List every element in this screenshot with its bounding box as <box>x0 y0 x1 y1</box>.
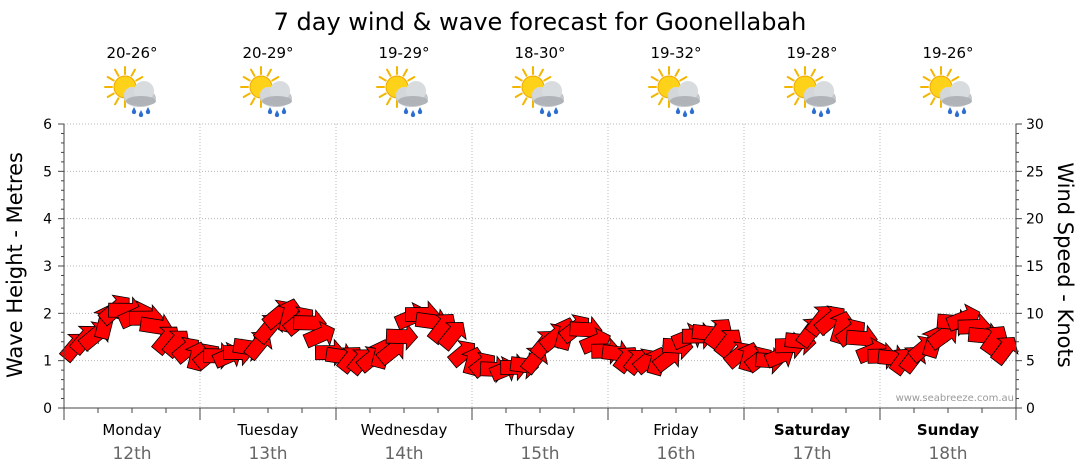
day-date: 17th <box>792 444 831 464</box>
partly-cloudy-showers-icon <box>240 66 292 118</box>
day-temperature: 19-26° <box>922 44 973 62</box>
tick-label-right: 0 <box>1026 401 1035 417</box>
wave-arrow <box>302 320 336 349</box>
temperature-row: 20-26° 20-29° 19-29° 18-30° 19-32° 19-28° 19-2… <box>106 44 973 62</box>
day-temperature: 19-28° <box>786 44 837 62</box>
partly-cloudy-showers-icon <box>784 66 836 118</box>
day-temperature: 19-32° <box>650 44 701 62</box>
day-date: 12th <box>112 444 151 464</box>
tick-label-left: 3 <box>43 259 52 275</box>
partly-cloudy-showers-icon <box>920 66 972 118</box>
right-axis-title: Wind Speed - Knots <box>1053 162 1077 367</box>
axes: 0 1 2 3 4 5 6 0 5 10 15 20 25 30 <box>43 117 1044 420</box>
grid <box>64 123 1016 408</box>
day-name: Friday <box>653 421 699 439</box>
day-temperature: 20-29° <box>242 44 293 62</box>
chart-title: 7 day wind & wave forecast for Goonellab… <box>274 8 807 36</box>
day-name: Tuesday <box>236 421 298 439</box>
weather-icons <box>104 66 972 118</box>
day-name: Monday <box>102 421 161 439</box>
tick-label-left: 1 <box>43 354 52 370</box>
day-date: 15th <box>520 444 559 464</box>
tick-label-right: 10 <box>1026 306 1044 322</box>
partly-cloudy-showers-icon <box>104 66 156 118</box>
day-name: Wednesday <box>361 421 448 439</box>
tick-label-left: 5 <box>43 164 52 180</box>
day-name: Thursday <box>504 421 575 439</box>
wave-arrow <box>385 322 419 351</box>
tick-label-right: 30 <box>1026 117 1044 133</box>
day-temperature: 18-30° <box>514 44 565 62</box>
day-date: 18th <box>928 444 967 464</box>
day-date: 14th <box>384 444 423 464</box>
tick-label-right: 5 <box>1026 354 1035 370</box>
partly-cloudy-showers-icon <box>512 66 564 118</box>
tick-label-right: 15 <box>1026 259 1044 275</box>
wave-arrows <box>58 294 1019 384</box>
tick-label-right: 20 <box>1026 212 1044 228</box>
day-date: 13th <box>248 444 287 464</box>
partly-cloudy-showers-icon <box>376 66 428 118</box>
tick-label-left: 6 <box>43 117 52 133</box>
partly-cloudy-showers-icon <box>648 66 700 118</box>
day-name: Sunday <box>917 421 980 439</box>
day-temperature: 19-29° <box>378 44 429 62</box>
day-labels: Monday 12th Tuesday 13th Wednesday 14th Thursd… <box>102 421 979 464</box>
day-name: Saturday <box>774 421 851 439</box>
day-temperature: 20-26° <box>106 44 157 62</box>
left-axis-title: Wave Height - Metres <box>3 152 27 378</box>
tick-label-left: 0 <box>43 401 52 417</box>
wave-arrow <box>437 322 467 352</box>
tick-label-left: 2 <box>43 306 52 322</box>
watermark: www.seabreeze.com.au <box>896 393 1014 404</box>
tick-label-left: 4 <box>43 212 52 228</box>
tick-label-right: 25 <box>1026 164 1044 180</box>
day-date: 16th <box>656 444 695 464</box>
